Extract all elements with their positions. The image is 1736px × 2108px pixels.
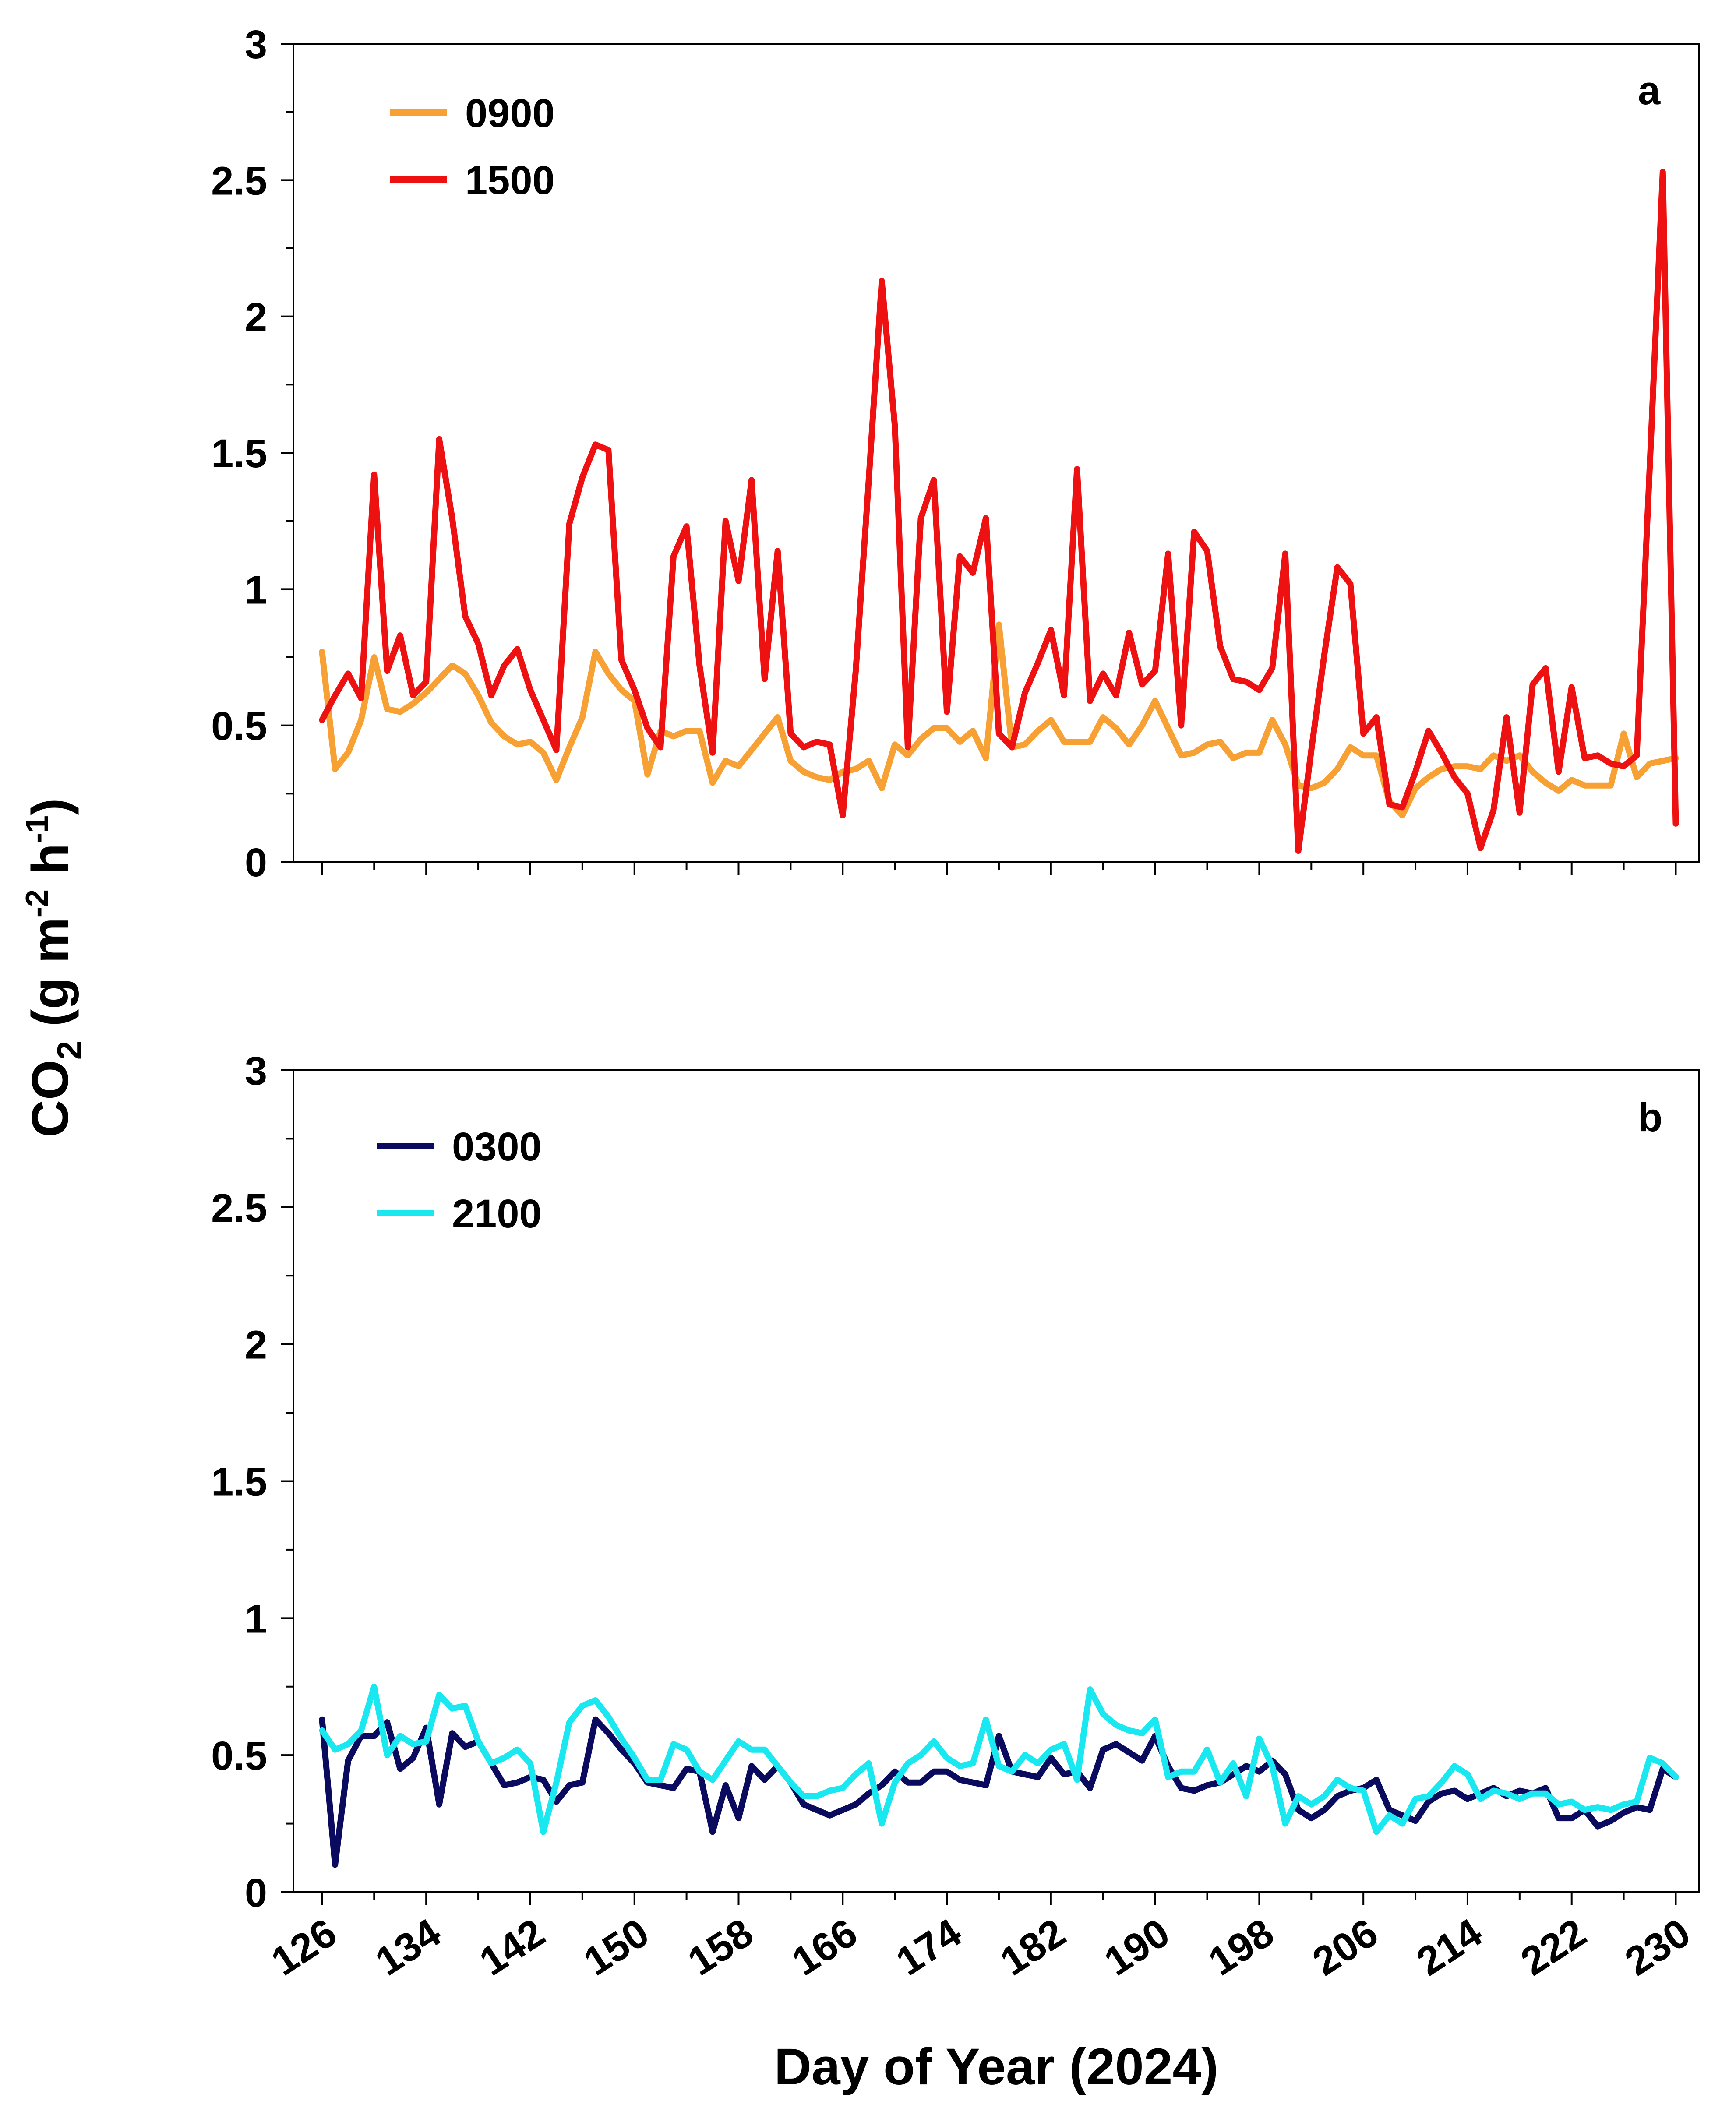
panel-label-a: a xyxy=(1638,68,1661,113)
legend-label-0900: 0900 xyxy=(465,91,555,136)
y-tick-label: 1 xyxy=(245,568,267,612)
x-tick-label: 206 xyxy=(1305,1910,1386,1984)
y-tick-label: 1 xyxy=(245,1597,267,1641)
x-axis-title: Day of Year (2024) xyxy=(774,2038,1219,2096)
panel-b-y-axis: 0 0.5 1 1.5 2 2.5 3 xyxy=(211,1049,293,1915)
x-tick-label: 166 xyxy=(784,1910,865,1984)
y-tick-label: 0.5 xyxy=(211,1734,267,1778)
x-tick-label: 198 xyxy=(1201,1910,1281,1984)
panel-a: 0 0.5 1 1.5 2 2.5 3 0900 1500 a xyxy=(211,22,1700,885)
y-axis-title: CO2 (g m-2 h-1) xyxy=(20,798,88,1138)
legend-label-2100: 2100 xyxy=(452,1191,542,1236)
x-tick-label: 174 xyxy=(889,1910,969,1984)
y-tick-label: 1.5 xyxy=(211,431,267,476)
y-tick-label: 0 xyxy=(245,840,267,885)
x-tick-label: 142 xyxy=(472,1910,553,1984)
series-line-0300 xyxy=(319,1716,1679,1868)
panel-label-b: b xyxy=(1638,1095,1662,1140)
legend-label-1500: 1500 xyxy=(465,158,555,203)
x-tick-label: 126 xyxy=(264,1910,344,1984)
panel-b-x-axis: 126 134 142 150 158 166 174 182 190 198 206 214 222 2… xyxy=(264,1892,1698,1984)
y-tick-label: 0 xyxy=(245,1871,267,1915)
y-tick-label: 2 xyxy=(245,1323,267,1368)
x-tick-label: 190 xyxy=(1097,1910,1177,1984)
panel-a-legend: 0900 1500 xyxy=(390,91,555,203)
panel-b: 0 0.5 1 1.5 2 2.5 3 126 134 142 150 158 166 174 182 19… xyxy=(211,1049,1700,1984)
x-tick-label: 222 xyxy=(1513,1910,1594,1984)
x-tick-label: 230 xyxy=(1617,1910,1698,1984)
y-tick-label: 3 xyxy=(245,22,267,67)
y-tick-label: 2.5 xyxy=(211,159,267,203)
x-tick-label: 158 xyxy=(680,1910,761,1984)
y-tick-label: 3 xyxy=(245,1049,267,1093)
y-tick-label: 2 xyxy=(245,295,267,340)
x-tick-label: 134 xyxy=(368,1910,448,1984)
panel-a-plot-area xyxy=(319,169,1679,854)
legend-label-0300: 0300 xyxy=(452,1125,542,1169)
y-tick-label: 0.5 xyxy=(211,704,267,749)
series-line-1500 xyxy=(319,169,1679,854)
panel-b-plot-area xyxy=(319,1683,1679,1868)
y-tick-label: 2.5 xyxy=(211,1186,267,1230)
y-tick-label: 1.5 xyxy=(211,1460,267,1505)
series-line-2100 xyxy=(319,1683,1679,1835)
panel-a-x-axis xyxy=(321,862,1677,875)
panel-a-y-axis: 0 0.5 1 1.5 2 2.5 3 xyxy=(211,22,293,885)
x-tick-label: 214 xyxy=(1409,1910,1490,1984)
x-tick-label: 182 xyxy=(992,1910,1073,1984)
x-tick-label: 150 xyxy=(576,1910,656,1984)
panel-b-legend: 0300 2100 xyxy=(377,1125,542,1236)
